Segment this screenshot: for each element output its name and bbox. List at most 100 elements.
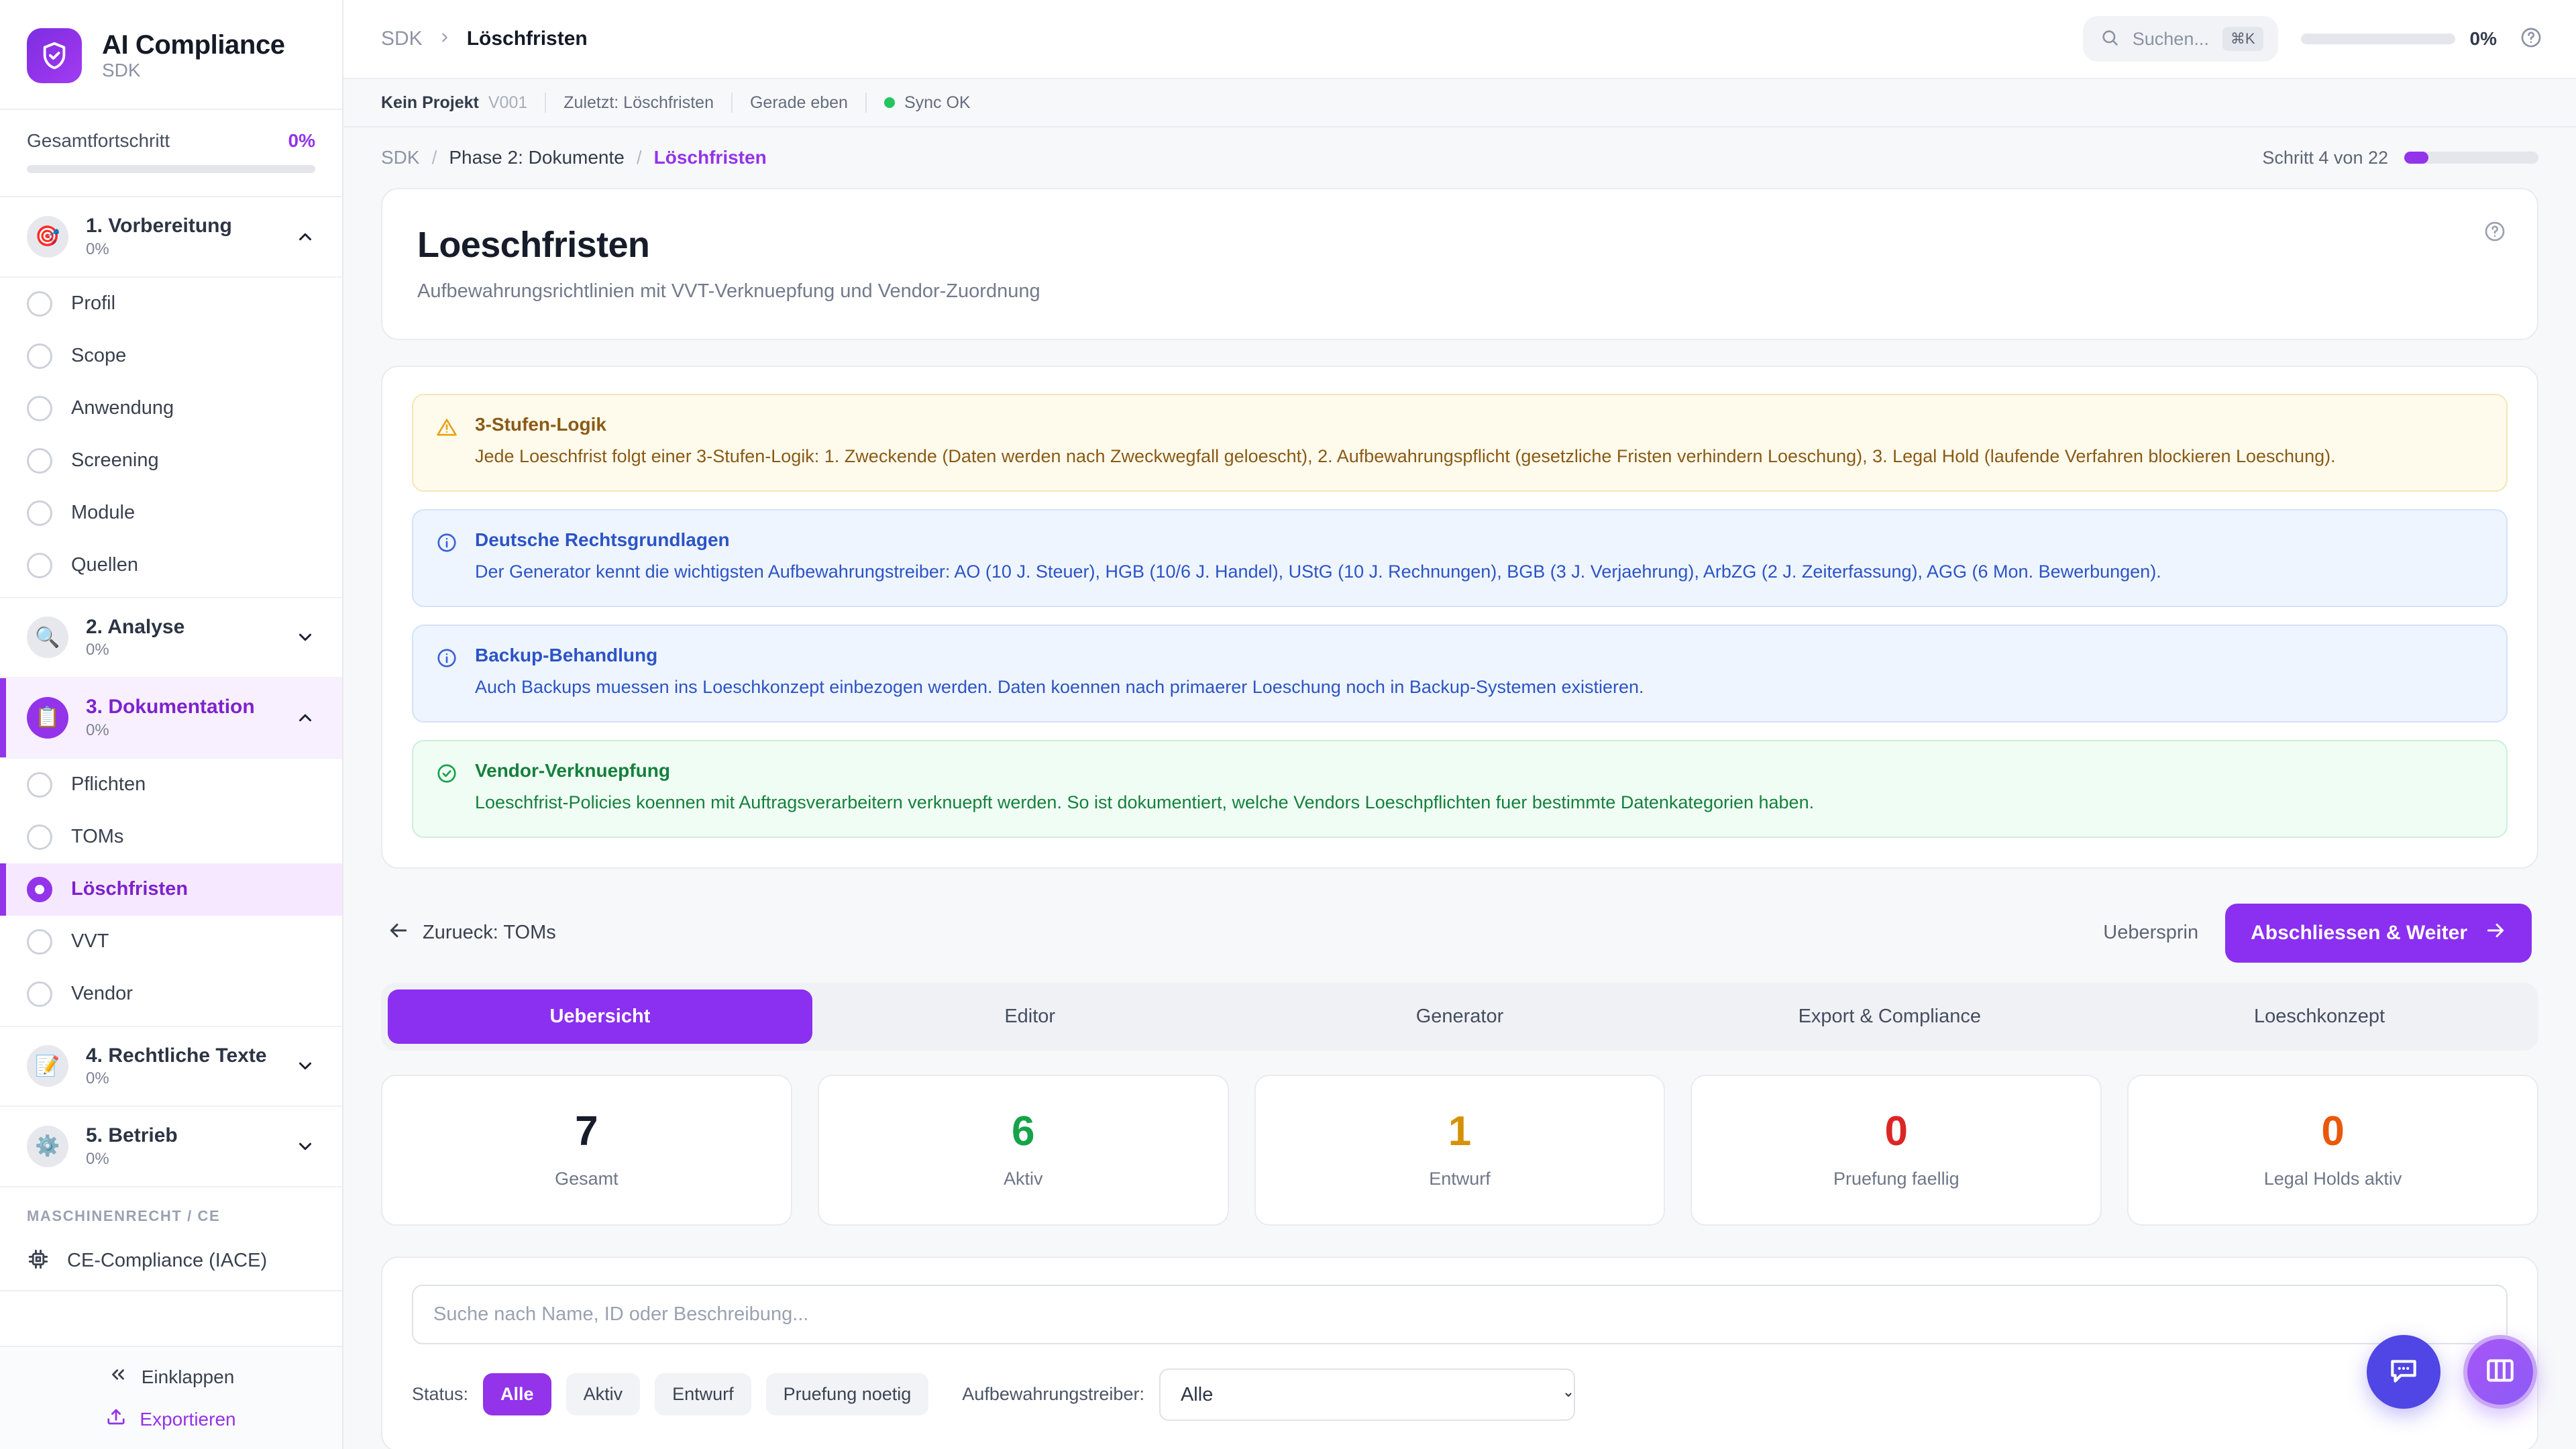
overall-progress-label: Gesamtfortschritt [27,130,170,151]
question-circle-icon[interactable] [2483,220,2506,246]
breadcrumb-root[interactable]: SDK [381,28,423,50]
alert-text: Auch Backups muessen ins Loeschkonzept e… [475,676,1644,697]
sidebar-phase-vorbereitung[interactable]: 🎯 1. Vorbereitung 0% [0,197,342,278]
sidebar-item-module[interactable]: Module [0,487,342,539]
alert-title: Backup-Behandlung [475,644,658,665]
brand-title: AI Compliance [102,30,285,60]
tab-bar: Uebersicht Editor Generator Export & Com… [381,982,2538,1051]
sidebar-item-ce-compliance[interactable]: CE-Compliance (IACE) [0,1234,342,1291]
stats-grid: 7 Gesamt 6 Aktiv 1 Entwurf 0 Pruefung fa… [381,1074,2538,1226]
sidebar-item-label: Scope [71,345,127,366]
phase-name: 3. Dokumentation [86,696,255,718]
breadcrumb-item-1[interactable]: Phase 2: Dokumente [449,147,625,168]
overall-progress-bar [27,165,315,173]
chevron-up-icon[interactable] [295,227,315,247]
stat-card-legal-holds: 0 Legal Holds aktiv [2127,1074,2538,1226]
sidebar-item-screening[interactable]: Screening [0,435,342,487]
stat-label: Legal Holds aktiv [2263,1168,2402,1189]
info-circle-icon [436,529,459,586]
upload-icon [106,1407,126,1432]
sidebar-item-quellen[interactable]: Quellen [0,539,342,592]
topbar-progress-percent: 0% [2469,28,2497,49]
radio-icon [27,447,52,474]
alert-deutsche-rechtsgrundlagen: Deutsche Rechtsgrundlagen Der Generator … [412,508,2508,607]
driver-filter-select[interactable]: Alle [1159,1368,1575,1421]
chat-bubble-icon [2387,1354,2420,1391]
status-chip-pruefung-noetig[interactable]: Pruefung noetig [765,1373,929,1416]
sidebar-item-label: CE-Compliance (IACE) [67,1249,268,1271]
metabar: Kein Projekt V001 Zuletzt: Löschfristen … [343,79,2576,127]
list-search-input[interactable] [412,1284,2508,1344]
export-button[interactable]: Exportieren [0,1407,342,1432]
status-chip-entwurf[interactable]: Entwurf [655,1373,751,1416]
sidebar-item-scope[interactable]: Scope [0,330,342,382]
status-badge: Sync OK [867,93,988,113]
status-chip-aktiv[interactable]: Aktiv [566,1373,641,1416]
meta-project: Kein Projekt [381,93,479,112]
stat-value: 7 [575,1108,598,1155]
shield-check-icon [27,28,82,83]
chevron-down-icon[interactable] [295,1056,315,1076]
complete-and-next-button[interactable]: Abschliessen & Weiter [2225,903,2532,963]
tab-loeschkonzept[interactable]: Loeschkonzept [2254,1005,2385,1027]
stat-card-entwurf: 1 Entwurf [1254,1074,1666,1226]
sidebar-subitems-vorbereitung: Profil Scope Anwendung Screening Module [0,278,342,598]
alert-text: Jede Loeschfrist folgt einer 3-Stufen-Lo… [475,446,2336,466]
topbar-breadcrumb: SDK Löschfristen [381,28,588,50]
alert-text: Der Generator kennt die wichtigsten Aufb… [475,561,2161,582]
sidebar-item-anwendung[interactable]: Anwendung [0,382,342,435]
breadcrumb-items: SDK / Phase 2: Dokumente / Löschfristen [381,147,767,168]
meta-version: V001 [488,93,528,112]
status-chip-alle[interactable]: Alle [483,1373,551,1416]
magnifier-icon: 🔍 [27,616,68,659]
radio-icon [27,343,52,369]
back-button[interactable]: Zurueck: TOMs [388,920,556,947]
content-scroll[interactable]: Loeschfristen Aufbewahrungsrichtlinien m… [343,188,2576,1449]
floating-action-buttons [2367,1335,2537,1409]
stat-label: Entwurf [1429,1168,1491,1189]
sidebar-phase-betrieb[interactable]: ⚙️ 5. Betrieb 0% [0,1107,342,1187]
sidebar-item-label: TOMs [71,826,124,847]
breadcrumb-separator: / [636,147,642,168]
tab-editor[interactable]: Editor [1004,1005,1056,1027]
tab-uebersicht[interactable]: Uebersicht [388,989,812,1044]
sidebar-item-loeschfristen[interactable]: Löschfristen [0,863,342,916]
phase-percent: 0% [86,1069,109,1087]
sidebar-item-vvt[interactable]: VVT [0,916,342,968]
sidebar-item-profil[interactable]: Profil [0,278,342,330]
sidebar-item-toms[interactable]: TOMs [0,811,342,863]
stat-card-pruefung-faellig: 0 Pruefung faellig [1690,1074,2102,1226]
alerts-card: 3-Stufen-Logik Jede Loeschfrist folgt ei… [381,366,2538,869]
meta-sync-label: Sync OK [904,93,971,112]
filter-row: Status: Alle Aktiv Entwurf Pruefung noet… [412,1368,2508,1421]
step-progress-bar [2404,152,2538,164]
sidebar-item-vendor[interactable]: Vendor [0,968,342,1020]
sidebar-item-pflichten[interactable]: Pflichten [0,759,342,811]
action-bar: Zurueck: TOMs Uebersprin Abschliessen & … [381,894,2538,983]
tab-generator[interactable]: Generator [1415,1005,1504,1027]
chip-icon [27,1248,50,1274]
page-title: Loeschfristen [417,225,650,265]
collapse-sidebar-button[interactable]: Einklappen [0,1364,342,1389]
alert-3-stufen-logik: 3-Stufen-Logik Jede Loeschfrist folgt ei… [412,394,2508,492]
alert-text: Loeschfrist-Policies koennen mit Auftrag… [475,792,1815,812]
search-input[interactable]: Suchen... ⌘K [2082,16,2278,62]
chat-fab-button[interactable] [2367,1335,2440,1409]
sidebar-phase-rechtliche-texte[interactable]: 📝 4. Rechtliche Texte 0% [0,1027,342,1107]
chevron-down-icon[interactable] [295,1136,315,1157]
alert-backup-behandlung: Backup-Behandlung Auch Backups muessen i… [412,624,2508,722]
chevron-up-icon[interactable] [295,708,315,728]
skip-button[interactable]: Uebersprin [2103,922,2199,944]
sidebar-item-label: Anwendung [71,397,174,419]
arrow-right-icon [2485,920,2506,947]
chevron-down-icon[interactable] [295,627,315,647]
tab-export-compliance[interactable]: Export & Compliance [1798,1005,1981,1027]
sidebar-phase-dokumentation[interactable]: 📋 3. Dokumentation 0% [0,678,342,759]
overall-progress: Gesamtfortschritt 0% [0,110,342,197]
panel-fab-button[interactable] [2463,1335,2537,1409]
breadcrumb-item-0[interactable]: SDK [381,147,420,168]
question-circle-icon[interactable] [2520,26,2542,52]
columns-icon [2483,1354,2517,1391]
chevrons-left-icon [108,1364,128,1389]
sidebar-phase-analyse[interactable]: 🔍 2. Analyse 0% [0,598,342,678]
